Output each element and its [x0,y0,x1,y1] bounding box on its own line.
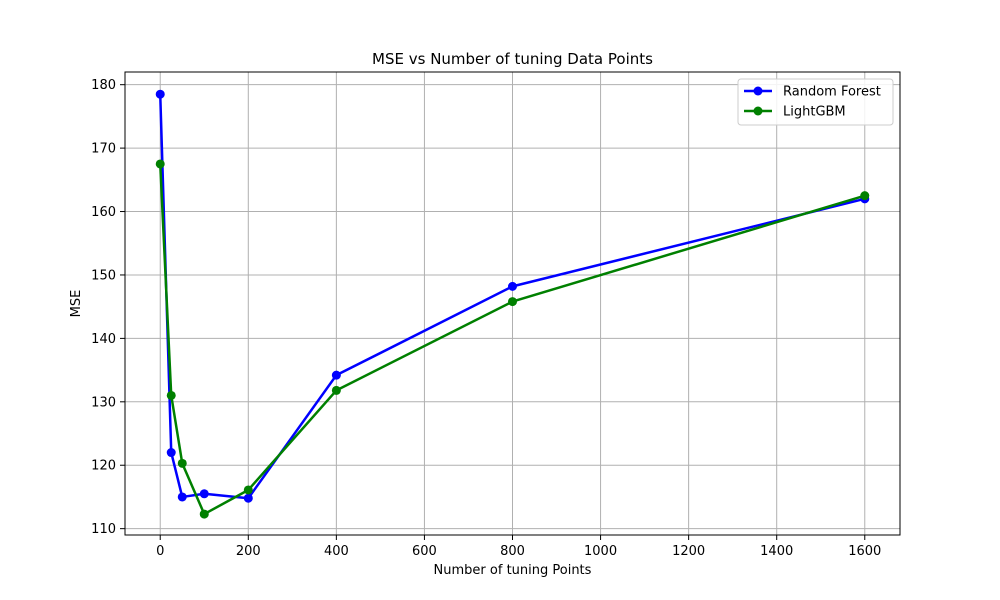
y-tick-label: 140 [91,332,116,347]
x-tick-label: 600 [412,544,437,559]
legend-swatch-marker [753,86,763,96]
data-point [166,448,176,458]
chart-title: MSE vs Number of tuning Data Points [372,50,653,68]
legend: Random Forest LightGBM [737,78,894,126]
x-tick-label: 1600 [848,544,881,559]
y-tick-label: 120 [91,459,116,474]
series-line [158,163,866,516]
x-tick-label: 0 [156,544,164,559]
series-lightgbm [155,159,870,519]
legend-label: LightGBM [783,105,846,120]
legend-box [737,78,894,126]
data-point [155,89,165,99]
data-point [155,159,165,169]
data-point [508,297,517,307]
legend-item: Random Forest [744,85,881,100]
y-tick-label: 160 [91,205,116,220]
y-axis-label: MSE [69,290,84,318]
data-point [860,191,870,201]
x-tick-label: 1200 [672,544,705,559]
data-point [331,370,341,380]
x-tick-label: 800 [500,544,525,559]
y-tick-label: 130 [91,395,116,410]
x-tick-label: 1400 [760,544,793,559]
x-tick-label: 200 [236,544,261,559]
x-tick-label: 1000 [584,544,617,559]
y-tick-label: 170 [91,142,116,157]
grid-lines [125,72,900,535]
data-point [199,509,209,519]
axis-ticks: 0 200 400 600 800 1000 1200 1400 1600 110 120 130 14… [91,78,881,559]
legend-label: Random Forest [783,85,881,100]
series-line [158,94,866,500]
data-point [199,489,209,499]
x-axis-label: Number of tuning Points [434,563,592,578]
data-point [177,492,187,502]
legend-item: LightGBM [744,105,846,120]
data-point [243,493,253,503]
y-tick-label: 110 [91,522,116,537]
data-point [331,385,341,395]
data-point [166,390,176,400]
legend-swatch-marker [753,106,763,116]
data-point [508,281,517,291]
data-point [177,458,187,468]
y-tick-label: 180 [91,78,116,93]
series-layer [155,89,870,519]
data-point [243,485,253,495]
x-tick-label: 400 [324,544,349,559]
y-tick-label: 150 [91,268,116,283]
